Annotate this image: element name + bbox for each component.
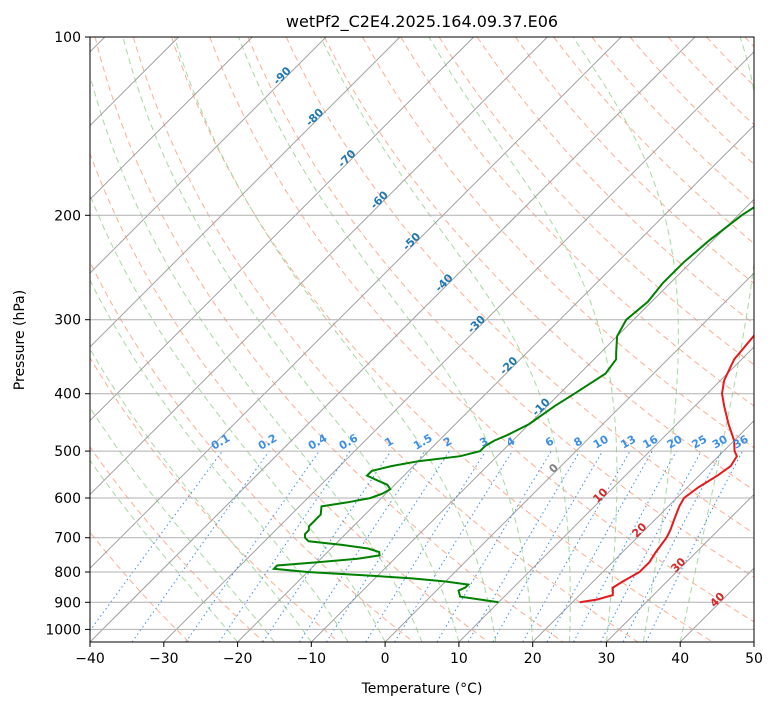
chart-title: wetPf2_C2E4.2025.164.09.37.E06 [286,12,558,32]
moist-adiabat [122,37,460,642]
dry-adiabat [591,37,754,205]
isotherm [90,37,401,348]
x-tick-label: 30 [597,651,615,667]
y-tick-label: 200 [54,208,81,224]
y-tick-label: 400 [54,387,81,403]
dry-adiabat [209,37,754,623]
dry-adiabat [90,446,265,642]
mixing-ratio-line [436,450,552,642]
dry-adiabat [400,37,754,407]
x-axis-label: Temperature (°C) [361,681,483,697]
mixing-ratio-line [262,450,392,642]
mixing-ratio-line [467,450,581,642]
moist-adiabat [572,37,679,642]
dewpoint-profile [271,206,754,604]
moist-adiabat [238,37,534,642]
temperature-profile [579,334,754,604]
mixing-ratio-line [218,450,351,642]
mixing-ratio-line [299,450,426,642]
moist-adiabat [90,73,423,642]
y-tick-label: 900 [54,595,81,611]
isotherm [90,37,475,422]
mixing-ratio-line [394,450,513,642]
isotherm [384,272,754,642]
isotherm [163,51,754,642]
dry-adiabat [90,356,339,642]
y-tick-label: 100 [54,30,81,46]
x-tick-label: 10 [450,651,468,667]
isotherm [90,37,622,569]
x-axis: −40 −30 −20 −10 0 10 20 30 40 50 [75,642,763,667]
sounding-profiles [271,206,754,604]
dry-adiabat [438,37,754,366]
moist-adiabat [428,37,618,642]
x-tick-label: 0 [381,651,390,667]
mixing-ratio-line [365,450,487,642]
background-lines [90,37,754,642]
y-tick-label: 500 [54,444,81,460]
x-tick-label: 50 [745,651,763,667]
x-tick-label: −20 [223,651,253,667]
dry-adiabat [94,37,564,642]
y-tick-label: 600 [54,491,81,507]
plot-frame [89,36,755,643]
moist-adiabat [90,406,275,642]
y-axis-label: Pressure (hPa) [12,290,28,390]
dry-adiabat [247,37,754,578]
dry-adiabat [132,37,639,642]
x-tick-label: −30 [149,651,179,667]
x-tick-label: −10 [297,651,327,667]
isotherm [237,124,754,642]
y-axis: 1000 900 800 700 600 500 400 300 200 100 [45,30,90,638]
y-tick-label: 800 [54,565,81,581]
x-tick-label: 40 [671,651,689,667]
moist-adiabat [679,37,754,642]
moist-adiabat [320,37,571,642]
x-tick-label: −40 [75,651,105,667]
dry-adiabat [553,37,754,245]
isotherm [90,37,696,642]
isotherm [458,346,754,642]
y-tick-label: 1000 [45,622,81,638]
moist-adiabat [90,193,386,642]
x-tick-label: 20 [524,651,542,667]
y-tick-label: 300 [54,313,81,329]
y-tick-label: 700 [54,531,81,547]
dry-adiabat [285,37,754,534]
dry-adiabat [90,152,489,642]
dry-adiabat [90,260,414,642]
isotherm [90,37,253,201]
moist-adiabat [90,459,238,642]
isotherm [90,37,548,496]
isotherm [606,493,754,642]
mixing-ratio-line [185,450,320,642]
isotherm [90,37,327,274]
mixing-ratio-line [573,450,677,642]
dry-adiabat [323,37,754,491]
mixing-ratio-line [131,450,270,642]
isotherm [532,419,754,642]
pressure-gridlines [90,37,754,630]
isotherm [310,198,754,642]
dry-adiabat [171,37,713,642]
mixing-ratio-line [325,450,450,642]
